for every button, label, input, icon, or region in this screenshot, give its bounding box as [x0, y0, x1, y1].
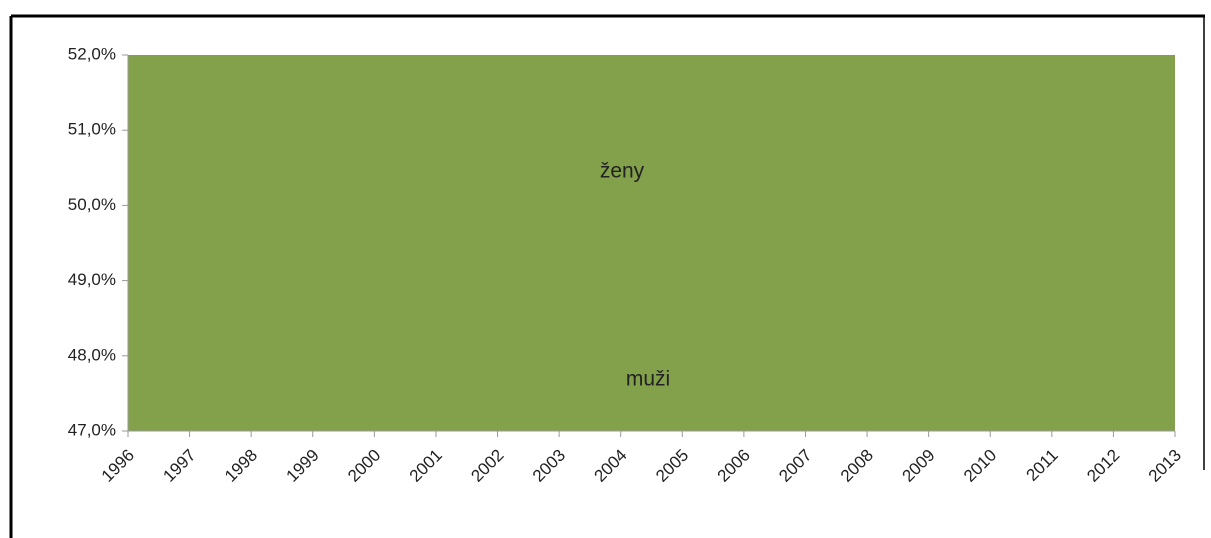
- x-tick-label: 2002: [467, 446, 507, 486]
- x-tick-label: 2008: [837, 446, 877, 486]
- y-tick-label: 48,0%: [68, 345, 116, 364]
- y-tick-label: 47,0%: [68, 420, 116, 439]
- x-tick-label: 1996: [98, 446, 138, 486]
- x-tick-label: 2003: [529, 446, 569, 486]
- series-label: muži: [626, 368, 670, 391]
- x-tick-label: 1998: [221, 446, 261, 486]
- x-tick-label: 2010: [960, 446, 1000, 486]
- y-tick-label: 51,0%: [68, 120, 116, 139]
- y-tick-label: 49,0%: [68, 270, 116, 289]
- x-tick-label: 1997: [159, 446, 199, 486]
- x-tick-label: 1999: [283, 446, 323, 486]
- x-tick-label: 2009: [898, 446, 938, 486]
- x-tick-label: 2011: [1023, 446, 1062, 485]
- x-tick-label: 2012: [1083, 446, 1123, 486]
- x-tick-label: 2000: [344, 446, 384, 486]
- y-tick-label: 50,0%: [68, 195, 116, 214]
- area: [128, 55, 1175, 431]
- series-label: ženy: [600, 160, 645, 183]
- y-tick-label: 52,0%: [68, 44, 116, 63]
- x-tick-label: 2013: [1145, 446, 1185, 486]
- x-tick-label: 2007: [775, 446, 815, 486]
- x-tick-label: 2006: [714, 446, 754, 486]
- x-tick-label: 2004: [591, 446, 631, 486]
- x-tick-label: 2001: [406, 446, 446, 486]
- x-tick-label: 2005: [652, 446, 692, 486]
